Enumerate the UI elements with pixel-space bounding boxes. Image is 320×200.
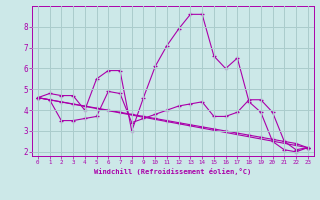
X-axis label: Windchill (Refroidissement éolien,°C): Windchill (Refroidissement éolien,°C) xyxy=(94,168,252,175)
